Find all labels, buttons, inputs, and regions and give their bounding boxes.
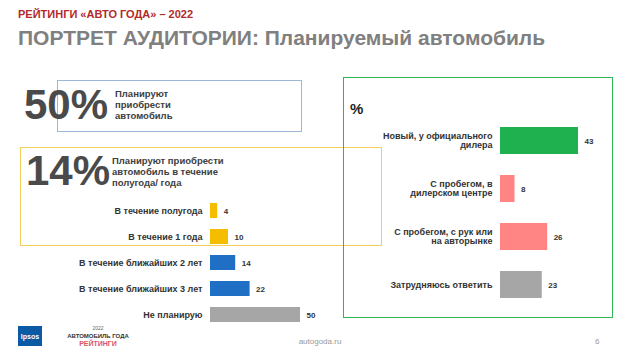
svg-text:Затрудняюсь ответить: Затрудняюсь ответить <box>390 280 493 290</box>
svg-text:В течение ближайших 3 лет: В течение ближайших 3 лет <box>79 284 203 294</box>
html-text:Планируют приобрести автомобил: Планируют приобрести автомобиль в течени… <box>112 155 224 188</box>
html-text:6: 6 <box>595 337 600 346</box>
svg-text:4: 4 <box>224 207 229 216</box>
html-text:14%: 14% <box>26 147 111 194</box>
html-text:50%: 50% <box>24 81 109 128</box>
html-text:autogoda.ru: autogoda.ru <box>298 337 342 346</box>
svg-text:В течение ближайших 2 лет: В течение ближайших 2 лет <box>79 258 203 268</box>
html-text:Ipsos: Ipsos <box>20 332 40 340</box>
svg-text:Не планирую: Не планирую <box>143 310 203 320</box>
html-text:АВТОМОБИЛЬ ГОДА: АВТОМОБИЛЬ ГОДА <box>67 333 129 339</box>
svg-text:Новый, у официальногодилера: Новый, у официальногодилера <box>383 131 494 150</box>
html-text:РЕЙТИНГИ «АВТО ГОДА» – 2022: РЕЙТИНГИ «АВТО ГОДА» – 2022 <box>18 8 194 20</box>
svg-text:26: 26 <box>554 233 563 242</box>
html-text:Планируют приобрести автомобил: Планируют приобрести автомобиль <box>115 88 173 121</box>
svg-text:В течение 1 года: В течение 1 года <box>128 232 203 242</box>
svg-text:50: 50 <box>307 311 316 320</box>
svg-text:8: 8 <box>521 185 526 194</box>
svg-text:23: 23 <box>548 281 557 290</box>
svg-text:С пробегом, с рук илина авторы: С пробегом, с рук илина авторынке <box>394 227 492 246</box>
svg-text:10: 10 <box>235 233 244 242</box>
svg-text:43: 43 <box>585 137 594 146</box>
html-text:ПОРТРЕТ АУДИТОРИИ: Планируемый: ПОРТРЕТ АУДИТОРИИ: Планируемый автомобил… <box>18 26 546 49</box>
svg-text:В течение полугода: В течение полугода <box>115 206 204 216</box>
svg-text:14: 14 <box>242 259 251 268</box>
html-text:2022: 2022 <box>92 325 104 331</box>
html-text:РЕЙТИНГИ: РЕЙТИНГИ <box>79 340 117 347</box>
svg-text:22: 22 <box>256 285 265 294</box>
svg-text:С пробегом, вдилерском центре: С пробегом, вдилерском центре <box>410 179 493 198</box>
